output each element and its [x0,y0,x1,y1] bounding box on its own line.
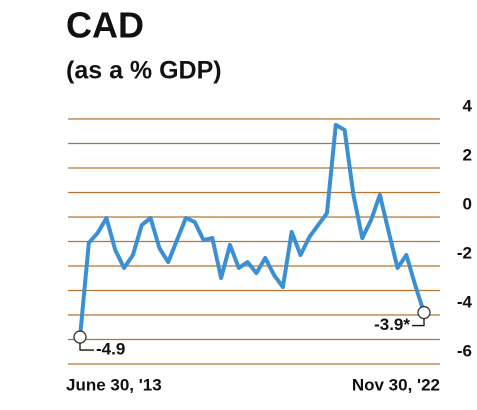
leader-line [412,318,425,327]
x-tick-label: June 30, '13 [66,375,162,394]
y-tick-label: -6 [457,341,472,360]
chart-title: CAD [66,5,144,46]
y-tick-label: 0 [463,194,472,213]
value-label: -3.9* [374,315,410,334]
chart-subtitle: (as a % GDP) [66,57,222,85]
y-tick-label: -2 [457,243,472,262]
leader-line [79,343,94,351]
data-line [78,122,426,340]
y-tick-label: 4 [463,96,473,115]
end-point [417,305,431,320]
y-tick-label: -4 [457,292,473,311]
y-tick-label: 2 [463,145,472,164]
x-tick-label: Nov 30, '22 [352,375,440,394]
end-point [73,330,87,344]
value-label: -4.9 [96,340,125,359]
